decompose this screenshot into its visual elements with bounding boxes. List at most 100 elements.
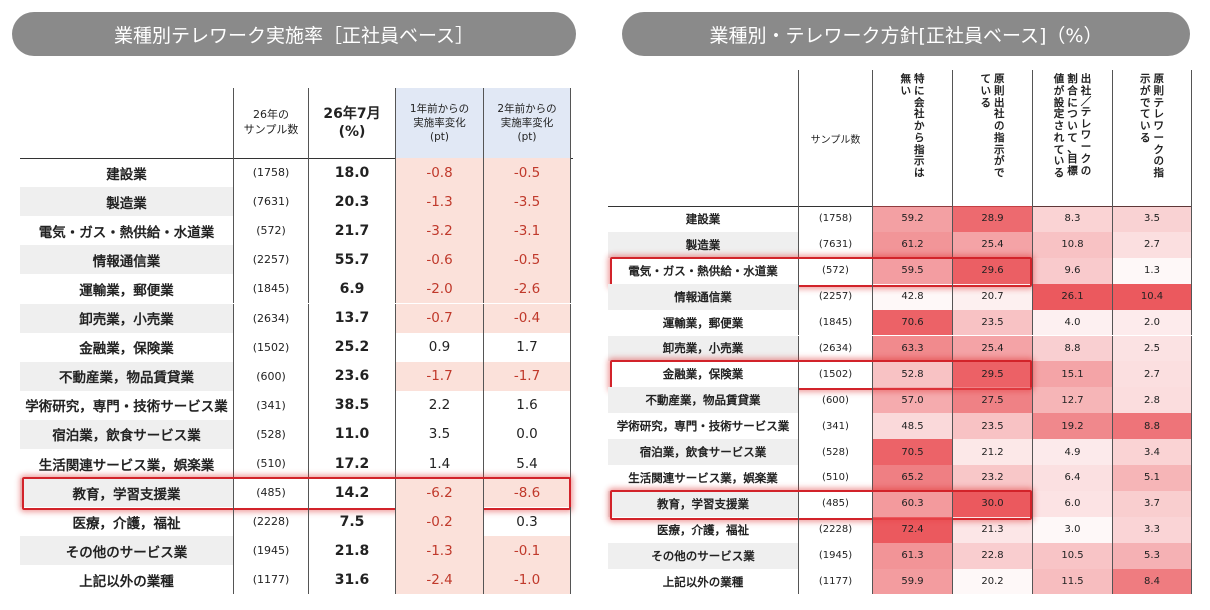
change-2y: 5.4 xyxy=(483,449,571,479)
header-policy-none: 特に会社から指示は無い xyxy=(872,70,952,206)
policy-value: 72.4 xyxy=(872,516,952,543)
table-row: 金融業，保険業 (1502) 25.2 0.9 1.7 xyxy=(20,332,573,362)
policy-value: 23.5 xyxy=(952,309,1032,336)
change-2y: -0.5 xyxy=(483,158,571,188)
policy-value: 61.3 xyxy=(872,542,952,569)
sample-size: (600) xyxy=(798,387,872,414)
sample-size: (485) xyxy=(798,490,872,517)
industry-name: 卸売業，小売業 xyxy=(20,303,233,333)
policy-value: 10.4 xyxy=(1112,283,1192,310)
policy-value: 22.8 xyxy=(952,542,1032,569)
change-1y: -6.2 xyxy=(395,478,483,508)
table-row: 学術研究，専門・技術サービス業 (341) 38.5 2.2 1.6 xyxy=(20,390,573,420)
change-1y: -0.7 xyxy=(395,303,483,333)
industry-name: 教育，学習支援業 xyxy=(20,478,233,508)
table-row: 卸売業，小売業 (2634) 13.7 -0.7 -0.4 xyxy=(20,303,573,333)
policy-value: 5.3 xyxy=(1112,542,1192,569)
header-policy-telework: 原則テレワークの指示がでている xyxy=(1112,70,1192,206)
change-2y: -3.1 xyxy=(483,216,571,246)
industry-name: 情報通信業 xyxy=(608,283,798,310)
policy-value: 8.8 xyxy=(1112,413,1192,440)
policy-value: 20.7 xyxy=(952,283,1032,310)
table-row: 生活関連サービス業，娯楽業 (510) 65.2 23.2 6.4 5.1 xyxy=(608,465,1192,491)
industry-name: その他のサービス業 xyxy=(20,536,233,566)
header-change-2y: 2年前からの 実施率変化 (pt) xyxy=(483,88,571,158)
policy-value: 70.6 xyxy=(872,309,952,336)
table-row: 金融業，保険業 (1502) 52.8 29.5 15.1 2.7 xyxy=(608,361,1192,388)
telework-rate: 25.2 xyxy=(308,332,395,362)
sample-size: (528) xyxy=(798,439,872,465)
change-1y: 2.2 xyxy=(395,390,483,420)
table-row: 建設業 (1758) 18.0 -0.8 -0.5 xyxy=(20,158,573,188)
sample-size: (1177) xyxy=(798,568,872,595)
sample-size: (2228) xyxy=(798,516,872,543)
sample-size: (341) xyxy=(798,413,872,440)
policy-value: 8.8 xyxy=(1032,335,1112,362)
industry-name: 建設業 xyxy=(685,211,721,226)
telework-rate: 17.2 xyxy=(308,449,395,479)
industry-name: 金融業，保険業 xyxy=(662,367,744,382)
table-row: 情報通信業 (2257) 42.8 20.7 26.1 10.4 xyxy=(608,283,1192,310)
policy-value: 63.3 xyxy=(872,335,952,362)
telework-rate: 20.3 xyxy=(308,187,395,217)
table-row: 教育，学習支援業 (485) 60.3 30.0 6.0 3.7 xyxy=(608,490,1192,517)
sample-size: (1502) xyxy=(798,361,872,388)
table-row: 卸売業，小売業 (2634) 63.3 25.4 8.8 2.5 xyxy=(608,335,1192,362)
telework-rate: 18.0 xyxy=(308,158,395,188)
sample-size: (7631) xyxy=(233,187,308,217)
industry-name: 学術研究，専門・技術サービス業 xyxy=(616,419,790,434)
change-1y: 0.9 xyxy=(395,332,483,362)
sample-size: (528) xyxy=(233,419,308,449)
sample-size: (510) xyxy=(233,449,308,479)
policy-value: 3.0 xyxy=(1032,516,1112,543)
header-text-column: 特に会社から指示は xyxy=(914,73,925,179)
industry-name: 不動産業，物品賃貸業 xyxy=(20,361,233,391)
policy-value: 10.5 xyxy=(1032,542,1112,569)
change-2y: -0.4 xyxy=(483,303,571,333)
header-text-column: 示がでている xyxy=(1140,73,1151,144)
header-policy-office: 原則出社の指示がでている xyxy=(952,70,1032,206)
change-2y: -3.5 xyxy=(483,187,571,217)
policy-value: 9.6 xyxy=(1032,257,1112,284)
header-text-column: 出社／テレワークの xyxy=(1080,73,1092,177)
policy-value: 8.4 xyxy=(1112,568,1192,595)
policy-value: 30.0 xyxy=(952,490,1032,517)
sample-size: (7631) xyxy=(798,231,872,258)
sample-size: (510) xyxy=(798,465,872,491)
industry-name: 学術研究，専門・技術サービス業 xyxy=(25,399,228,416)
policy-value: 42.8 xyxy=(872,283,952,310)
industry-name: 卸売業，小売業 xyxy=(608,335,798,362)
policy-value: 59.2 xyxy=(872,206,952,232)
policy-value: 26.1 xyxy=(1032,283,1112,310)
sample-size: (2634) xyxy=(798,335,872,362)
table-row: 運輸業，郵便業 (1845) 70.6 23.5 4.0 2.0 xyxy=(608,309,1192,336)
telework-rate: 21.7 xyxy=(308,216,395,246)
policy-value: 4.0 xyxy=(1032,309,1112,336)
industry-name: 運輸業，郵便業 xyxy=(662,315,744,330)
left-title: 業種別テレワーク実施率［正社員ベース］ xyxy=(12,12,576,56)
header-change-1y: 1年前からの 実施率変化 (pt) xyxy=(395,88,483,158)
change-2y: -1.7 xyxy=(483,361,571,391)
change-1y: 1.4 xyxy=(395,449,483,479)
table-row: 製造業 (7631) 61.2 25.4 10.8 2.7 xyxy=(608,231,1192,258)
change-1y: -1.7 xyxy=(395,361,483,391)
policy-value: 6.4 xyxy=(1032,465,1112,491)
sample-size: (1177) xyxy=(233,565,308,595)
policy-value: 10.8 xyxy=(1032,231,1112,258)
policy-value: 65.2 xyxy=(872,465,952,491)
policy-value: 59.9 xyxy=(872,568,952,595)
sample-size: (341) xyxy=(233,390,308,420)
policy-value: 15.1 xyxy=(1032,361,1112,388)
policy-value: 3.3 xyxy=(1112,516,1192,543)
industry-name: 建設業 xyxy=(106,166,147,183)
header-sample: 26年の サンプル数 xyxy=(233,88,308,158)
policy-value: 2.0 xyxy=(1112,309,1192,336)
telework-rate: 21.8 xyxy=(308,536,395,566)
policy-value: 2.7 xyxy=(1112,231,1192,258)
industry-name: 運輸業，郵便業 xyxy=(79,282,174,299)
policy-value: 23.5 xyxy=(952,413,1032,440)
policy-value: 6.0 xyxy=(1032,490,1112,517)
telework-rate-table: 26年の サンプル数 26年7月 (%) 1年前からの 実施率変化 (pt) 2… xyxy=(20,88,573,595)
header-text-column: 原則テレワークの指 xyxy=(1153,73,1165,179)
sample-size: (2228) xyxy=(233,507,308,537)
